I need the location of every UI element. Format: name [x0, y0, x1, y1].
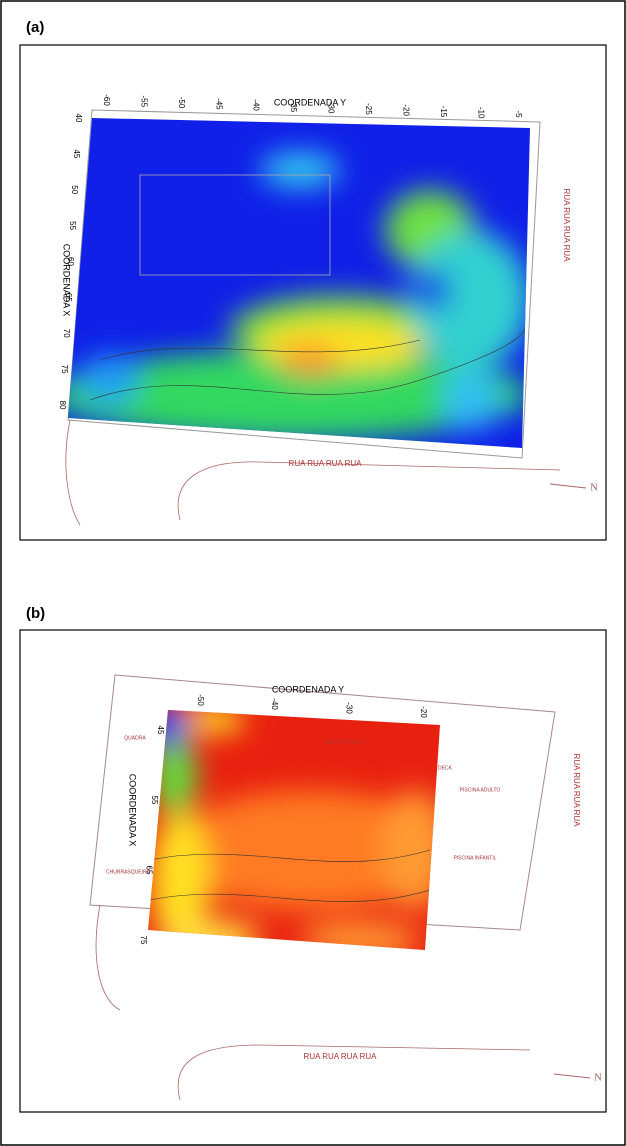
figure: (a) COORDENADA Y COORDENADA X -60 -55 -50 -45 -… [0, 0, 626, 1146]
tick-label: -45 [214, 98, 223, 110]
place-label: PISCINA INFANTIL [453, 855, 496, 861]
tick-label: -40 [252, 99, 261, 111]
north-arrow [550, 484, 586, 488]
tick-label: 60 [66, 257, 75, 266]
tick-label: -10 [476, 107, 485, 119]
axis-title: COORDENADA Y [272, 684, 344, 694]
axis-title: COORDENADA X [62, 244, 72, 317]
tick-label: 80 [58, 401, 67, 410]
place-label: CHURRASQUEIRA [106, 869, 151, 875]
tick-label: 75 [60, 365, 69, 374]
tick-label: 45 [72, 149, 81, 158]
street-label: RUA RUA RUA RUA [289, 459, 363, 468]
place-label: DECK [438, 765, 453, 771]
tick-label: -15 [439, 106, 448, 118]
tick-label: -50 [196, 694, 205, 706]
north-label: N [590, 482, 598, 494]
tick-label: -55 [139, 95, 148, 107]
tick-label: -30 [345, 702, 354, 714]
place-label: ADMINISTRAÇÃO [324, 738, 366, 745]
street-label: RUA RUA RUA RUA [572, 754, 581, 828]
place-label: PISCINA ADULTO [460, 787, 501, 793]
panel-label: (b) [26, 605, 45, 622]
tick-label: 50 [70, 185, 79, 194]
axis-title: COORDENADA X [128, 774, 138, 847]
north-label: N [594, 1072, 602, 1084]
heat-map [50, 110, 540, 460]
tick-label: 75 [139, 936, 148, 945]
tick-label: -20 [402, 104, 411, 116]
tick-label: -20 [419, 706, 428, 718]
heat-map [140, 700, 450, 960]
tick-label: 40 [74, 114, 83, 123]
tick-label: 65 [64, 293, 73, 302]
north-arrow [554, 1074, 590, 1078]
street-label: RUA RUA RUA RUA [304, 1052, 378, 1061]
street-label: RUA RUA RUA RUA [562, 189, 571, 263]
figure-canvas: (a) COORDENADA Y COORDENADA X -60 -55 -50 -45 -… [0, 0, 626, 1146]
tick-label: 70 [62, 329, 71, 338]
tick-label: -25 [364, 103, 373, 115]
tick-label: -60 [102, 94, 111, 106]
tick-label: 55 [150, 796, 159, 805]
place-label: QUADRA [124, 735, 146, 741]
tick-label: -40 [270, 698, 279, 710]
tick-label: 45 [156, 726, 165, 735]
tick-label: 55 [68, 221, 77, 230]
tick-label: -35 [289, 101, 298, 113]
tick-label: -50 [177, 97, 186, 109]
tick-label: -30 [327, 102, 336, 114]
panel-label: (a) [26, 19, 44, 36]
tick-label: -5 [514, 110, 523, 118]
